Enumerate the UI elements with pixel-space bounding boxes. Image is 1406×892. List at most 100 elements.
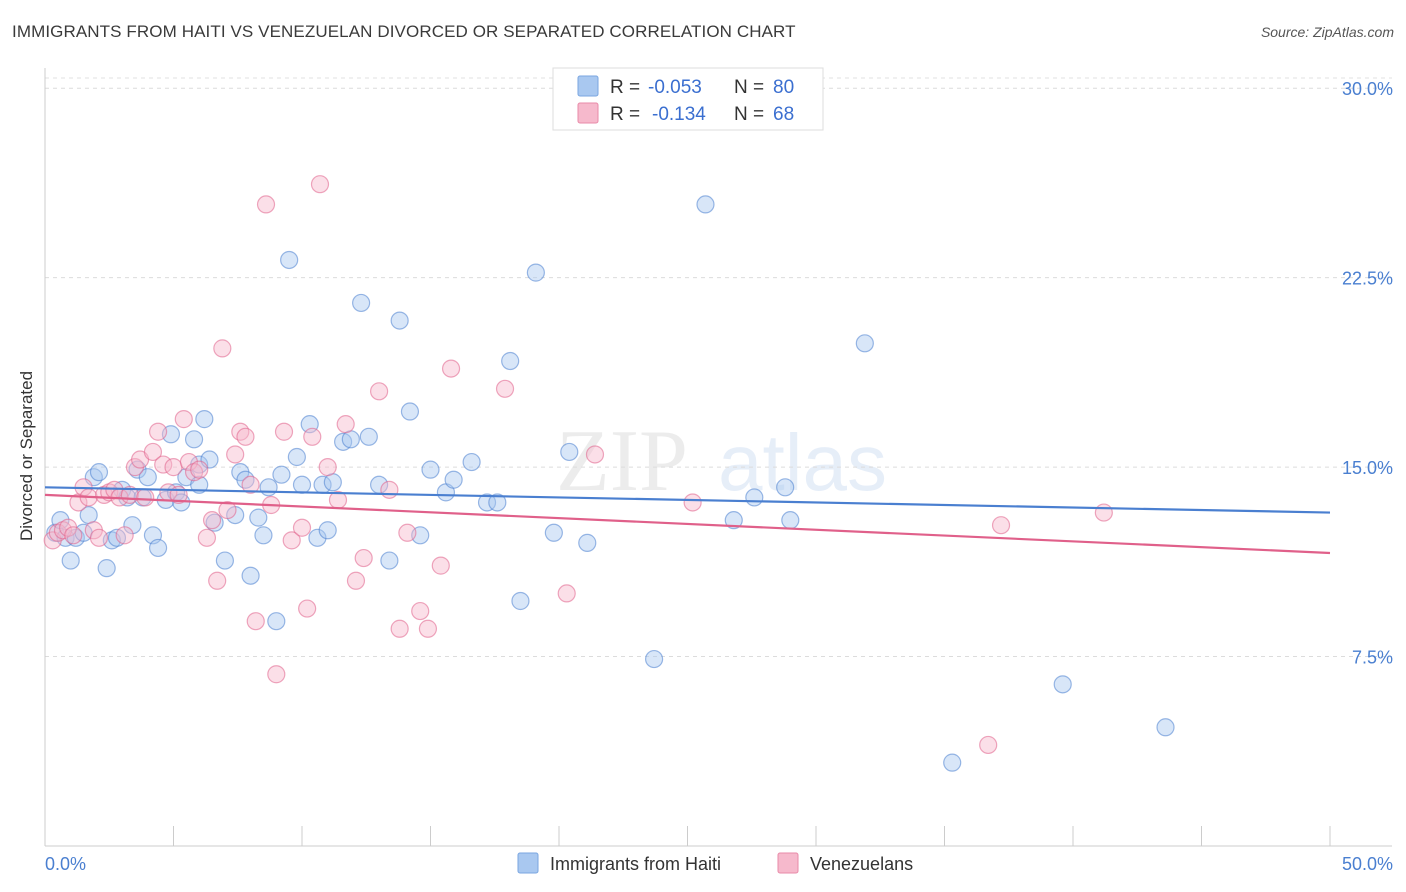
- venezuelan-point: [241, 475, 260, 494]
- y-tick-label: 7.5%: [1352, 648, 1393, 668]
- haiti-point: [195, 410, 214, 429]
- haiti-point: [241, 566, 260, 585]
- venezuelan-point: [53, 521, 73, 540]
- x-tick-label-min: 0.0%: [45, 854, 86, 874]
- haiti-point: [249, 508, 268, 527]
- legend-r-value-2: -0.134: [652, 104, 706, 125]
- legend-r-label-2: R =: [610, 104, 640, 125]
- haiti-point: [308, 528, 327, 547]
- legend-swatch-haiti: [577, 75, 599, 97]
- y-tick-label: 15.0%: [1342, 458, 1393, 478]
- bottom-legend-label-venezuelans: Venezuelans: [810, 854, 913, 874]
- venezuelan-point: [202, 511, 222, 530]
- bottom-legend-swatch-venezuelans: [777, 852, 799, 874]
- venezuelan-point: [310, 175, 330, 194]
- haiti-point: [477, 493, 497, 512]
- venezuelan-point: [298, 599, 317, 618]
- haiti-point: [526, 263, 545, 282]
- haiti-point: [280, 250, 299, 270]
- legend-swatch-venezuelans: [577, 102, 599, 124]
- venezuelan-point: [431, 556, 450, 575]
- legend-r-value-1: -0.053: [648, 77, 702, 98]
- chart-source: Source: ZipAtlas.com: [1260, 24, 1394, 40]
- haiti-point: [544, 523, 563, 542]
- haiti-point: [97, 559, 116, 578]
- legend-r-label-1: R =: [610, 77, 640, 98]
- haiti-point: [123, 516, 142, 535]
- haiti-point: [560, 442, 579, 462]
- haiti-point: [323, 473, 342, 492]
- venezuelan-point: [354, 548, 373, 568]
- venezuelan-point: [226, 445, 245, 464]
- venezuelan-point: [190, 460, 209, 479]
- y-axis-label: Divorced or Separated: [17, 371, 36, 541]
- haiti-trend-line: [44, 486, 1331, 514]
- venezuelan-point: [390, 619, 409, 638]
- venezuelan-point: [557, 584, 576, 603]
- haiti-point: [259, 478, 278, 497]
- venezuelan-point: [292, 518, 312, 537]
- haiti-point: [292, 475, 312, 494]
- haiti-point: [724, 511, 743, 530]
- haiti-point: [421, 460, 440, 479]
- haiti-point: [184, 430, 204, 449]
- haiti-point: [501, 351, 520, 371]
- haiti-point: [644, 649, 664, 669]
- venezuelan-point: [418, 619, 438, 638]
- y-tick-label: 22.5%: [1342, 269, 1393, 289]
- bottom-legend: Immigrants from Haiti Venezuelans: [517, 852, 913, 874]
- haiti-point: [341, 430, 360, 449]
- haiti-point: [943, 753, 962, 772]
- haiti-point: [444, 470, 463, 489]
- haiti-point: [254, 526, 273, 545]
- venezuelan-point: [274, 422, 294, 441]
- venezuelan-point: [213, 339, 232, 358]
- haiti-point: [380, 551, 399, 570]
- bottom-legend-label-haiti: Immigrants from Haiti: [550, 854, 721, 874]
- legend-n-value-2: 68: [773, 104, 794, 125]
- venezuelan-point: [282, 531, 301, 550]
- haiti-point: [359, 427, 378, 446]
- venezuelan-point: [174, 410, 193, 429]
- venezuelan-point: [143, 442, 163, 462]
- haiti-point: [511, 591, 530, 611]
- haiti-point: [318, 521, 337, 540]
- bottom-legend-swatch-haiti: [517, 852, 539, 874]
- haiti-point: [390, 311, 409, 330]
- venezuelan-point: [267, 665, 286, 684]
- haiti-point: [1053, 675, 1072, 694]
- venezuelan-point: [236, 427, 255, 446]
- haiti-point: [1156, 718, 1175, 737]
- venezuelan-point: [48, 523, 67, 542]
- venezuelan-point: [148, 422, 168, 441]
- legend-n-label-1: N =: [734, 77, 764, 98]
- x-tick-label-max: 50.0%: [1342, 854, 1393, 874]
- venezuelan-point: [336, 415, 355, 434]
- venezuelan-point: [95, 485, 114, 504]
- watermark: ZIP atlas: [556, 413, 887, 510]
- haiti-point: [745, 488, 764, 507]
- watermark-atlas: atlas: [718, 418, 887, 507]
- venezuelan-point: [246, 612, 265, 631]
- watermark-zip: ZIP: [556, 413, 688, 510]
- venezuelan-point: [197, 528, 217, 547]
- haiti-point: [267, 612, 286, 631]
- haiti-point: [855, 334, 874, 353]
- venezuelan-point: [495, 379, 515, 398]
- haiti-point: [205, 513, 224, 532]
- y-tick-label: 30.0%: [1342, 79, 1393, 99]
- venezuelan-point: [398, 523, 417, 542]
- haiti-point: [781, 511, 800, 530]
- venezuelan-point: [184, 463, 204, 482]
- haiti-point: [236, 470, 255, 489]
- venezuelan-point: [1094, 503, 1113, 522]
- haiti-point: [61, 551, 80, 570]
- chart-title: IMMIGRANTS FROM HAITI VS VENEZUELAN DIVO…: [12, 22, 796, 41]
- haiti-point: [287, 447, 306, 467]
- legend-n-label-2: N =: [734, 104, 764, 125]
- venezuelan-point: [979, 735, 998, 755]
- haiti-point: [400, 402, 420, 421]
- venezuelan-point: [136, 488, 155, 507]
- venezuelan-point: [208, 571, 227, 590]
- haiti-point: [215, 551, 234, 570]
